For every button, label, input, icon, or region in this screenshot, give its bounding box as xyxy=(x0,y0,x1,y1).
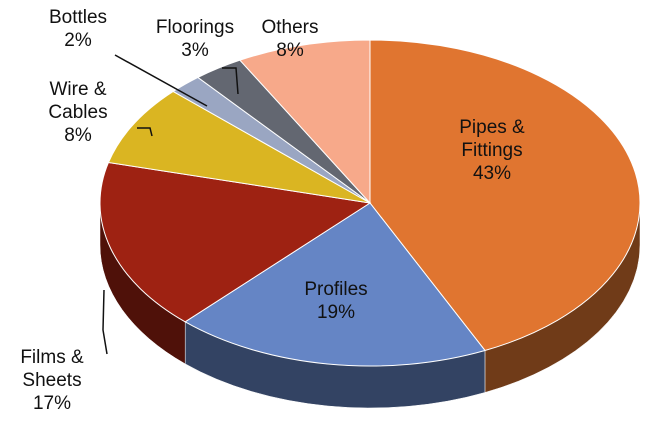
value-label: 8% xyxy=(276,40,304,61)
leader-line xyxy=(102,289,108,355)
slice-label: Pipes & Fittings 43% xyxy=(444,116,540,185)
slice-label: Wire & Cables 8% xyxy=(35,78,121,147)
leader-line xyxy=(114,54,208,107)
value-label: 17% xyxy=(32,393,72,414)
category-label: Others xyxy=(261,17,319,38)
slice xyxy=(184,202,486,367)
category-label: Profiles xyxy=(304,279,368,300)
slice-label: Profiles 19% xyxy=(288,278,384,324)
slice xyxy=(99,161,372,323)
slice-label: Bottles 2% xyxy=(33,6,123,52)
value-label: 8% xyxy=(64,125,92,146)
leader-line xyxy=(137,127,153,137)
value-label: 19% xyxy=(316,302,356,323)
category-label: Bottles xyxy=(48,7,108,28)
value-label: 3% xyxy=(181,40,209,61)
slice xyxy=(239,39,371,205)
slice xyxy=(369,39,641,352)
category-label: Floorings xyxy=(155,17,235,38)
slice-label: Films & Sheets 17% xyxy=(9,346,95,415)
category-label: Wire & Cables xyxy=(48,79,108,123)
slice-label: Floorings 3% xyxy=(140,16,250,62)
slice-label: Others 8% xyxy=(245,16,335,62)
category-label: Pipes & Fittings xyxy=(459,117,525,161)
value-label: 43% xyxy=(472,163,512,184)
slice xyxy=(107,90,371,204)
category-label: Films & Sheets xyxy=(20,347,84,391)
leader-line xyxy=(222,67,239,95)
value-label: 2% xyxy=(64,30,92,51)
